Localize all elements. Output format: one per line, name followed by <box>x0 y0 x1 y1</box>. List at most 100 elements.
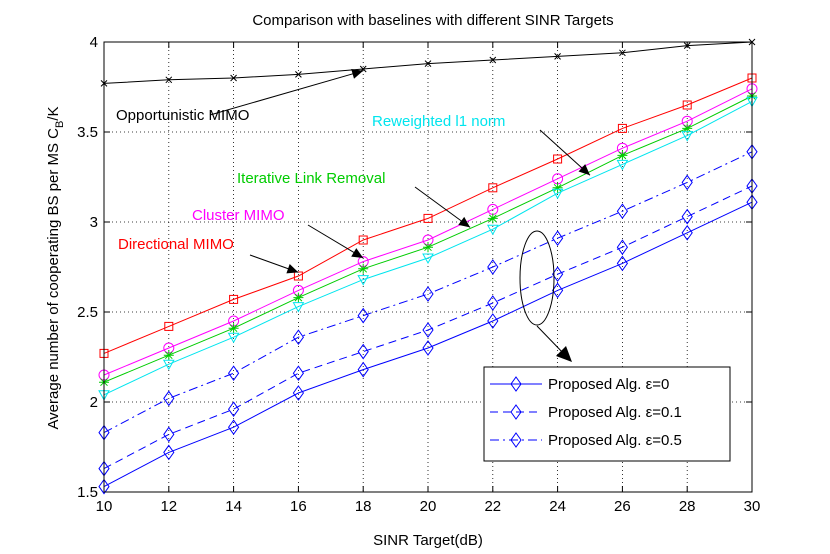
legend-label: Proposed Alg. ε=0 <box>548 376 669 393</box>
x-axis-label: SINR Target(dB) <box>373 532 483 549</box>
chart-title: Comparison with baselines with different… <box>252 12 613 29</box>
series-6-point <box>422 322 434 338</box>
legend: Proposed Alg. ε=0 Proposed Alg. ε=0.1 Prop… <box>483 366 731 462</box>
series-0-point <box>295 71 302 78</box>
series-5-point <box>487 259 499 275</box>
series-line-7 <box>103 201 753 488</box>
legend-swatch-marker <box>510 432 522 448</box>
proposed-group-arrowhead <box>556 346 572 362</box>
annotation-label: Iterative Link Removal <box>237 170 385 187</box>
series-3-point <box>358 263 369 274</box>
series-4-point <box>681 131 694 142</box>
x-tick-label: 18 <box>355 498 372 515</box>
series-3-point <box>682 123 693 134</box>
series-4-point <box>486 224 499 236</box>
series-6-point <box>487 295 499 311</box>
series-line-6 <box>103 185 753 470</box>
y-tick-labels: 1.5 2 2.5 3 3.5 4 <box>77 34 98 501</box>
series-1-point <box>358 235 368 245</box>
series-5-point <box>357 307 369 324</box>
annotation-label: Reweighted l1 norm <box>372 113 505 130</box>
annotation-arrowhead <box>351 69 364 79</box>
series-5-point <box>616 203 629 220</box>
series-1-point <box>617 123 627 133</box>
series-0-point <box>683 42 691 49</box>
series-7-point <box>357 361 369 378</box>
y-tick-label: 2 <box>90 394 98 411</box>
series-6-point <box>163 426 175 443</box>
annotation-arrow <box>209 70 364 116</box>
y-axis-label-tail: /K <box>45 106 62 120</box>
annotation-arrow <box>539 129 591 176</box>
y-axis-label-subscript: B <box>54 121 66 128</box>
series-line-2 <box>103 88 753 376</box>
series-0-point <box>165 76 173 84</box>
series-4-point <box>616 159 629 171</box>
x-tick-label: 26 <box>614 498 631 515</box>
series-4-point <box>292 302 305 313</box>
proposed-group-ellipse <box>519 230 555 326</box>
series-7-point <box>681 224 693 241</box>
x-tick-label: 14 <box>225 498 242 515</box>
series-3-point <box>552 182 563 193</box>
series-1-point <box>164 321 174 331</box>
series-0-point <box>424 60 432 67</box>
annotation-arrowhead <box>458 216 471 228</box>
y-tick-label: 3 <box>90 214 98 231</box>
annotation-label: Cluster MIMO <box>192 207 285 224</box>
x-tick-labels: 10 12 14 16 18 20 22 24 26 28 30 <box>96 498 761 515</box>
series-4-point <box>422 253 434 265</box>
series-6-point <box>227 401 240 418</box>
series-line-4 <box>103 100 753 396</box>
x-tick-label: 16 <box>290 498 307 515</box>
series-6-point <box>681 208 693 225</box>
x-tick-label: 30 <box>744 498 761 515</box>
annotation-arrowhead <box>286 264 299 274</box>
x-tick-label: 12 <box>160 498 177 515</box>
y-tick-label: 1.5 <box>77 484 98 501</box>
y-axis-label: Average number of cooperating BS per MS … <box>45 106 66 429</box>
legend-swatch-marker <box>510 404 522 420</box>
y-tick-label: 3.5 <box>77 124 98 141</box>
series-0-point <box>489 56 497 64</box>
series-4-point <box>162 359 175 371</box>
series-5-point <box>292 329 305 346</box>
series-7-point <box>227 419 240 436</box>
series-3-point <box>423 242 433 253</box>
series-1-point <box>488 183 498 193</box>
series-6-point <box>292 365 305 382</box>
series-7-point <box>163 444 175 461</box>
series-0-point <box>619 49 626 57</box>
x-tick-label: 20 <box>420 498 437 515</box>
series-4-point <box>227 332 240 344</box>
series-3-point <box>228 323 239 334</box>
series-5-point <box>227 365 240 382</box>
legend-box <box>483 366 731 462</box>
series-0-point <box>230 74 237 82</box>
legend-label: Proposed Alg. ε=0.1 <box>548 404 682 421</box>
annotation-label: Opportunistic MIMO <box>116 107 249 124</box>
series-7-point <box>487 313 499 329</box>
series-7-point <box>422 340 434 356</box>
series-3-point <box>163 350 174 361</box>
series-1-point <box>553 154 563 164</box>
y-axis-label-main: Average number of cooperating BS per MS … <box>45 128 62 430</box>
series-7-point <box>616 255 629 272</box>
series-3-point <box>487 213 498 224</box>
x-tick-label: 10 <box>96 498 113 515</box>
series-3-point <box>617 150 628 161</box>
annotations: Opportunistic MIMO Reweighted l1 norm Iter… <box>116 69 591 274</box>
series-line-1 <box>103 77 753 354</box>
annotation-arrowhead <box>351 248 364 258</box>
series-5-point <box>163 390 175 407</box>
series-7-point <box>292 385 305 401</box>
series-5-point <box>681 174 693 191</box>
series-5-point <box>551 230 564 247</box>
series-6-point <box>616 239 629 256</box>
annotation-arrowhead <box>578 164 590 176</box>
annotation-arrow <box>414 186 471 228</box>
series-0-point <box>554 53 561 60</box>
series-1-point <box>682 100 692 110</box>
x-tick-label: 22 <box>484 498 501 515</box>
